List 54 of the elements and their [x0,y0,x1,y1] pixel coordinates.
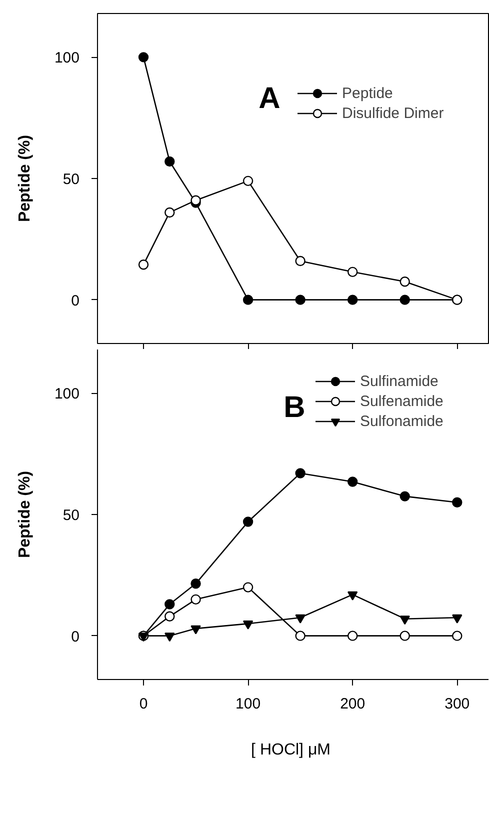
point [400,630,410,641]
point [400,616,410,625]
legend-label: Peptide [342,84,393,103]
y-axis-title: Peptide (%) [16,134,34,222]
point [190,625,201,634]
x-tick-label: 0 [139,696,148,712]
point [242,582,254,592]
legend-label: Sulfinamide [360,372,438,391]
point [452,497,462,508]
y-tick-label: 100 [54,386,80,403]
point [190,594,201,605]
point [164,156,175,167]
point [347,294,358,305]
y-tick-label: 0 [71,292,80,310]
legend-label: Sulfonamide [360,412,444,431]
point [452,630,462,641]
point [295,294,306,305]
legend-label: Sulfenamide [360,392,444,411]
point [347,476,358,487]
point [242,176,254,186]
y-tick-label: 50 [62,507,80,524]
point [452,614,462,624]
point [242,294,254,305]
point [295,256,306,266]
x-tick-label: 300 [444,696,470,712]
point [347,266,358,278]
point [164,207,175,218]
point [295,630,306,641]
point [295,614,306,624]
point [400,491,410,502]
point [400,294,410,305]
point [242,620,254,630]
point [347,630,358,641]
annotation: A [258,82,280,115]
point [295,468,306,478]
point [347,591,358,600]
point [164,632,175,642]
point [190,195,201,206]
x-tick-label: 200 [340,696,366,712]
point [190,578,201,589]
y-axis-title: Peptide (%) [16,470,34,558]
point [242,516,254,527]
point [164,611,175,622]
annotation: B [284,391,306,424]
y-tick-label: 0 [71,628,80,646]
point [164,599,175,610]
point [138,260,149,270]
y-tick-label: 100 [54,50,80,67]
point [138,52,149,62]
y-tick-label: 50 [62,171,80,188]
x-tick-label: 100 [236,696,261,712]
point [400,276,410,287]
legend-label: Disulfide Dimer [342,104,444,123]
x-axis-title: [ HOCl] μM [251,742,330,758]
